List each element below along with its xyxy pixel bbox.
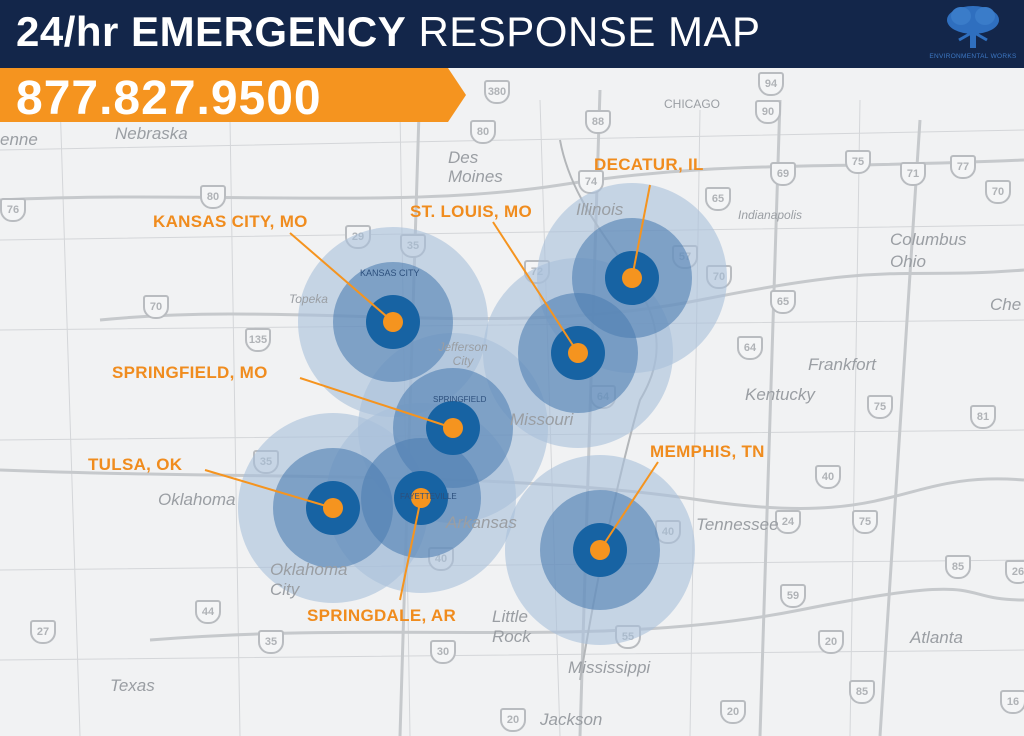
interstate-shield: 135 bbox=[245, 328, 271, 352]
location-dot-icon bbox=[411, 488, 431, 508]
interstate-shield: 90 bbox=[755, 100, 781, 124]
interstate-shield: 40 bbox=[815, 465, 841, 489]
place-label: Frankfort bbox=[808, 355, 877, 374]
leader-line bbox=[204, 469, 334, 509]
place-label: Topeka bbox=[289, 292, 328, 306]
leader-line bbox=[399, 497, 422, 601]
place-label: Kentucky bbox=[745, 385, 815, 404]
title-light: RESPONSE MAP bbox=[418, 8, 761, 55]
place-label: Mississippi bbox=[568, 658, 651, 677]
location-label[interactable]: SPRINGDALE, AR bbox=[307, 606, 457, 625]
place-label: Nebraska bbox=[115, 124, 188, 143]
place-label: Indianapolis bbox=[738, 208, 803, 222]
place-label: Atlanta bbox=[910, 628, 963, 647]
interstate-shield: 71 bbox=[900, 162, 926, 186]
place-label: Texas bbox=[110, 676, 155, 695]
location-dot-icon bbox=[590, 540, 610, 560]
interstate-shield: 80 bbox=[200, 185, 226, 209]
location-label[interactable]: KANSAS CITY, MO bbox=[153, 212, 308, 231]
interstate-shield: 20 bbox=[818, 630, 844, 654]
interstate-shield: 30 bbox=[430, 640, 456, 664]
leader-line bbox=[631, 184, 651, 279]
tree-icon bbox=[947, 6, 999, 48]
interstate-shield: 80 bbox=[470, 120, 496, 144]
location-dot-icon bbox=[622, 268, 642, 288]
interstate-shield: 26 bbox=[1005, 560, 1024, 584]
place-label: Ohio bbox=[890, 252, 926, 271]
title-bold: 24/hr EMERGENCY bbox=[16, 8, 407, 55]
logo-text: ENVIRONMENTAL WORKS bbox=[929, 53, 1017, 60]
place-label: Che bbox=[990, 295, 1022, 314]
place-label: Columbus bbox=[890, 230, 967, 249]
interstate-shield: 65 bbox=[705, 187, 731, 211]
environmental-works-logo: ENVIRONMENTAL WORKS bbox=[928, 2, 1018, 64]
interstate-shield: 59 bbox=[780, 584, 806, 608]
phone-banner[interactable]: 877.827.9500 bbox=[0, 68, 468, 125]
location-dot-icon bbox=[383, 312, 403, 332]
place-label: SPRINGFIELD bbox=[433, 395, 487, 404]
interstate-shield: 44 bbox=[195, 600, 221, 624]
interstate-shield: 85 bbox=[849, 680, 875, 704]
location-dot-icon bbox=[323, 498, 343, 518]
interstate-shield: 35 bbox=[258, 630, 284, 654]
location-label[interactable]: SPRINGFIELD, MO bbox=[112, 363, 268, 382]
interstate-shield: 77 bbox=[950, 155, 976, 179]
interstate-shield: 24 bbox=[775, 510, 801, 534]
interstate-shield: 70 bbox=[985, 180, 1011, 204]
interstate-shield: 70 bbox=[143, 295, 169, 319]
interstate-shield: 88 bbox=[585, 110, 611, 134]
interstate-shield: 380 bbox=[484, 80, 510, 104]
interstate-shield: 20 bbox=[720, 700, 746, 724]
interstate-shield: 27 bbox=[30, 620, 56, 644]
place-label: enne bbox=[0, 130, 38, 149]
place-label: Arkansas bbox=[446, 513, 517, 532]
interstate-shield: 75 bbox=[845, 150, 871, 174]
header: 24/hr EMERGENCY RESPONSE MAP ENVIRONMENT… bbox=[0, 0, 1024, 68]
leader-line bbox=[289, 232, 394, 323]
location-dot-icon bbox=[568, 343, 588, 363]
place-label: Des Moines bbox=[448, 148, 503, 186]
interstate-shield: 81 bbox=[970, 405, 996, 429]
place-label: Tennessee bbox=[696, 515, 779, 534]
place-label: Oklahoma City bbox=[270, 560, 348, 599]
location-label[interactable]: ST. LOUIS, MO bbox=[410, 202, 532, 221]
leader-line bbox=[299, 377, 454, 429]
place-label: Little Rock bbox=[492, 607, 531, 646]
place-label: CHICAGO bbox=[664, 97, 721, 111]
place-label: Jackson bbox=[540, 710, 603, 729]
place-label: Jefferson City bbox=[438, 340, 488, 368]
location-label[interactable]: MEMPHIS, TN bbox=[650, 442, 765, 461]
interstate-shield: 76 bbox=[0, 198, 26, 222]
location-label[interactable]: TULSA, OK bbox=[88, 455, 183, 474]
place-label: Illinois bbox=[576, 200, 624, 219]
interstate-shield: 75 bbox=[852, 510, 878, 534]
interstate-shield: 20 bbox=[500, 708, 526, 732]
interstate-shield: 64 bbox=[737, 336, 763, 360]
interstate-shield: 75 bbox=[867, 395, 893, 419]
page-title: 24/hr EMERGENCY RESPONSE MAP bbox=[16, 8, 761, 56]
interstate-shield: 16 bbox=[1000, 690, 1024, 714]
interstate-shield: 65 bbox=[770, 290, 796, 314]
banner-arrow-shape bbox=[0, 68, 466, 122]
place-label: Missouri bbox=[510, 410, 574, 429]
place-label: KANSAS CITY bbox=[360, 268, 420, 278]
interstate-shield: 69 bbox=[770, 162, 796, 186]
interstate-shield: 85 bbox=[945, 555, 971, 579]
location-label[interactable]: DECATUR, IL bbox=[594, 155, 704, 174]
leader-line bbox=[599, 461, 659, 551]
place-label: FAYETTEVILLE bbox=[400, 492, 457, 501]
location-dot-icon bbox=[443, 418, 463, 438]
phone-number[interactable]: 877.827.9500 bbox=[16, 72, 322, 125]
interstate-shield: 94 bbox=[758, 72, 784, 96]
leader-line bbox=[492, 221, 579, 354]
place-label: Oklahoma bbox=[158, 490, 236, 509]
